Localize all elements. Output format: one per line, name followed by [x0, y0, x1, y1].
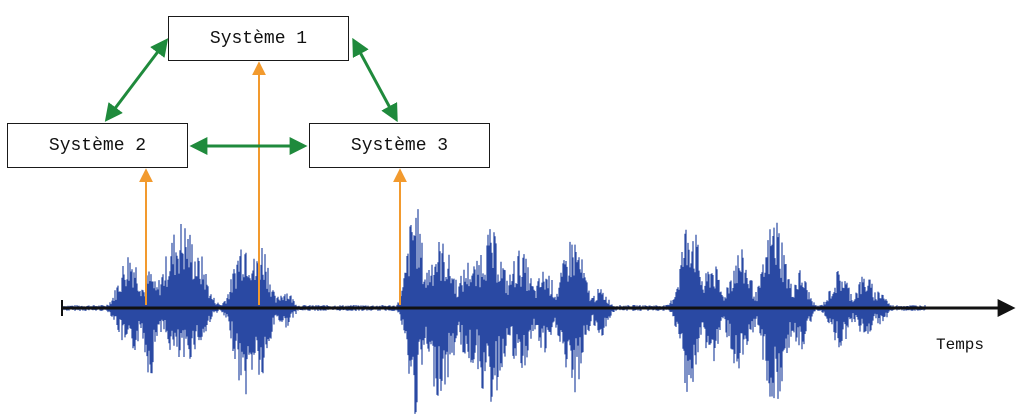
system-1-label: Système 1	[209, 28, 308, 49]
system-2-label: Système 2	[48, 135, 147, 156]
link-system-1-system-3	[352, 37, 398, 123]
system-2-box: Système 2	[7, 123, 188, 168]
link-system-2-system-1	[104, 38, 169, 122]
speech-waveform	[63, 209, 926, 414]
system-3-label: Système 3	[350, 135, 449, 156]
waveform-trace	[63, 209, 926, 414]
system-3-box: Système 3	[309, 123, 490, 168]
time-axis-label: Temps	[936, 336, 985, 354]
system-1-box: Système 1	[168, 16, 349, 61]
